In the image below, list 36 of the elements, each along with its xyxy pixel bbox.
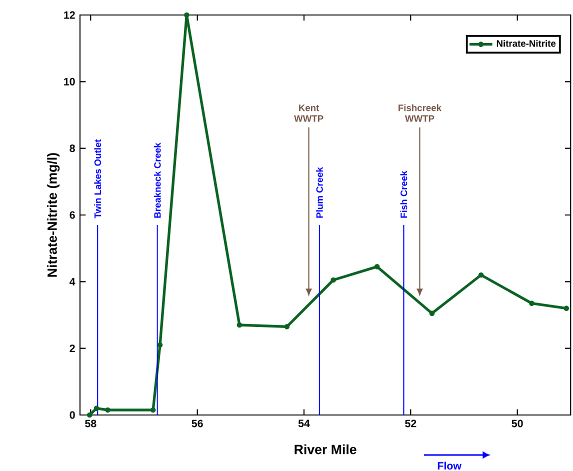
point (564, 306, 570, 312)
y-tick-label: 10 (64, 78, 75, 86)
point (157, 342, 163, 348)
y-tick-label: 12 (64, 11, 75, 19)
point (284, 324, 290, 330)
x-tick-label: 56 (192, 420, 203, 428)
x-tick-label: 52 (405, 420, 416, 428)
point (374, 264, 380, 270)
point (94, 406, 100, 411)
legend-label: Nitrate-Nitrite (496, 40, 556, 47)
x-axis-title: River Mile (294, 444, 356, 454)
y-tick-label: 8 (70, 144, 75, 152)
y-tick-label: 4 (70, 278, 76, 286)
y-tick-label: 6 (70, 211, 75, 219)
point (86, 412, 92, 418)
annotation: Fishcreek WWTP (398, 104, 442, 122)
y-tick-label: 2 (70, 344, 75, 352)
x-tick-label: 54 (298, 420, 310, 428)
point (330, 277, 336, 283)
x-tick-label: 58 (85, 420, 96, 428)
point (478, 272, 484, 278)
point (105, 407, 110, 413)
ref-line-label: Breakneck Creek (154, 142, 161, 218)
y-axis-title: Nitrate-Nitrite (mg/l) (47, 153, 60, 277)
ref-line-label: Fish Creek (400, 170, 408, 218)
point (529, 300, 534, 306)
y-tick-label: 0 (70, 411, 75, 419)
point (150, 407, 156, 413)
ref-line-label: Twin Lakes Outlet (94, 139, 102, 218)
x-tick-label: 50 (512, 420, 523, 428)
text: Flow (438, 462, 462, 470)
point (184, 12, 190, 18)
ref-line-label: Plum Creek (316, 167, 323, 218)
annotation: Kent WWTP (294, 104, 324, 122)
point (429, 310, 435, 316)
point (236, 322, 242, 328)
